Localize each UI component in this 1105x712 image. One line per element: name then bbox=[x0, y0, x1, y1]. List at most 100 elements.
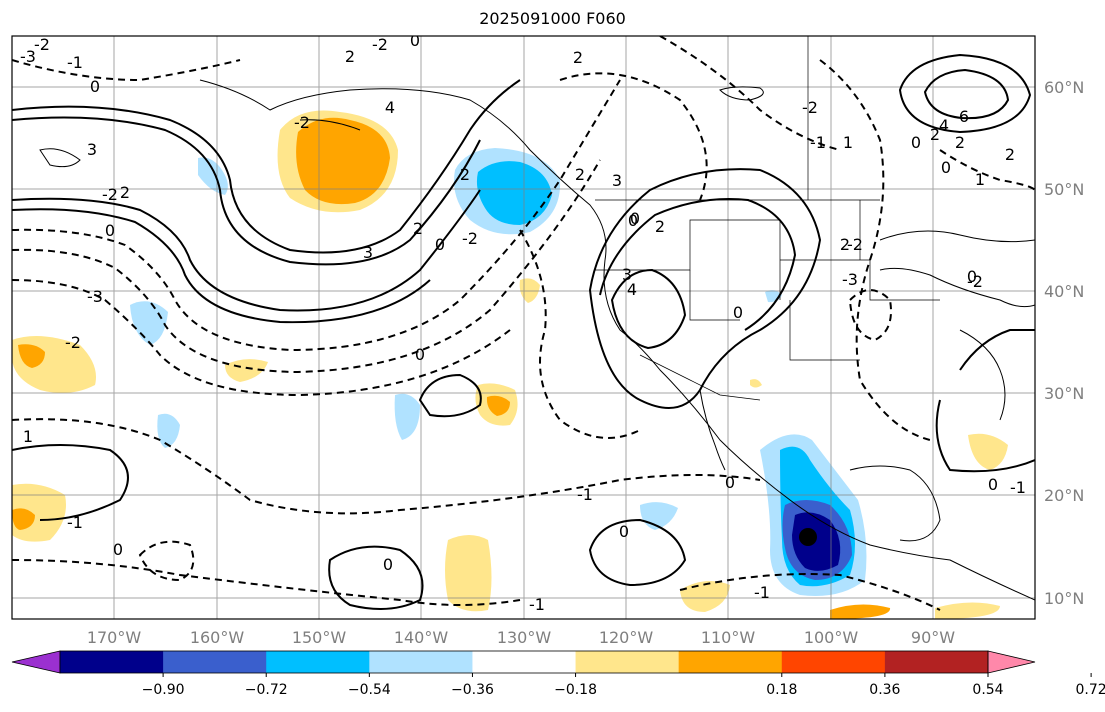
colorbar-tick-label: −0.54 bbox=[348, 682, 391, 698]
longitude-label: 150°W bbox=[292, 628, 347, 647]
latitude-label: 10°N bbox=[1044, 589, 1084, 608]
contour-label: 0 bbox=[105, 221, 115, 240]
latitude-labels: 60°N 50°N 40°N 30°N 20°N 10°N bbox=[1044, 78, 1084, 608]
contour-label: -1 bbox=[810, 133, 826, 152]
contour-label: 2 bbox=[413, 219, 423, 238]
longitude-label: 100°W bbox=[804, 628, 859, 647]
contour-label: 0 bbox=[415, 345, 425, 364]
latitude-label: 40°N bbox=[1044, 282, 1084, 301]
colorbar-tick-label: 0.18 bbox=[766, 682, 797, 698]
latitude-label: 60°N bbox=[1044, 78, 1084, 97]
longitude-label: 120°W bbox=[599, 628, 654, 647]
contour-label: -1 bbox=[1010, 478, 1026, 497]
contour-label: 0 bbox=[967, 267, 977, 286]
colorbar-segment bbox=[472, 651, 577, 673]
contour-label: 0 bbox=[733, 303, 743, 322]
colorbar-segment bbox=[884, 651, 989, 673]
contour-label: -2 bbox=[294, 113, 310, 132]
colorbar-tick-label: −0.90 bbox=[142, 682, 185, 698]
contour-label: 4 bbox=[627, 280, 637, 299]
colorbar-ticks: −0.90 −0.72 −0.54 −0.36 −0.18 0.18 0.36 0.54 0.7… bbox=[142, 673, 1105, 698]
shading-layer bbox=[12, 110, 1008, 619]
contour-label: 3 bbox=[363, 243, 373, 262]
contour-label: 2 bbox=[460, 165, 470, 184]
colorbar-segment bbox=[60, 651, 164, 673]
colorbar-segment bbox=[575, 651, 680, 673]
contour-label: 3 bbox=[87, 140, 97, 159]
contour-label: 1 bbox=[843, 133, 853, 152]
contour-label: 4 bbox=[939, 116, 949, 135]
colorbar-tick-label: −0.36 bbox=[451, 682, 494, 698]
colorbar-tick-label: 0.54 bbox=[972, 682, 1003, 698]
colorbar-tick-label: −0.18 bbox=[554, 682, 597, 698]
contour-label: 2 bbox=[1005, 145, 1015, 164]
contour-label: 0 bbox=[911, 133, 921, 152]
contour-label: -3 bbox=[20, 47, 36, 66]
contour-label: -2 bbox=[372, 35, 388, 54]
contours-negative bbox=[12, 36, 1035, 611]
longitude-label: 130°W bbox=[497, 628, 552, 647]
contour-label: 3 bbox=[622, 265, 632, 284]
contour-label: 2 bbox=[575, 165, 585, 184]
contour-label: -3 bbox=[87, 287, 103, 306]
graticule bbox=[12, 36, 1035, 619]
contour-label: -3 bbox=[842, 270, 858, 289]
contour-label: -2 bbox=[462, 229, 478, 248]
longitude-label: 90°W bbox=[911, 628, 955, 647]
contour-label: 2 bbox=[120, 183, 130, 202]
contour-label: 0 bbox=[90, 77, 100, 96]
contour-label: 2 bbox=[840, 235, 850, 254]
contour-label: 0 bbox=[619, 522, 629, 541]
contour-label: -2 bbox=[847, 235, 863, 254]
contour-label: 2 bbox=[655, 217, 665, 236]
coastlines bbox=[39, 79, 1035, 601]
colorbar-tick-label: 0.72 bbox=[1076, 682, 1105, 698]
contour-label: -1 bbox=[577, 485, 593, 504]
colorbar-tick-label: 0.36 bbox=[869, 682, 900, 698]
contour-label: 6 bbox=[959, 107, 969, 126]
colorbar bbox=[11, 650, 1036, 674]
colorbar-outline bbox=[59, 650, 989, 674]
latitude-label: 50°N bbox=[1044, 180, 1084, 199]
contour-label: -1 bbox=[67, 513, 83, 532]
colorbar-segment bbox=[266, 651, 370, 673]
contour-label: 0 bbox=[988, 475, 998, 494]
contour-label: 0 bbox=[113, 540, 123, 559]
longitude-label: 170°W bbox=[87, 628, 142, 647]
colorbar-segment bbox=[678, 651, 783, 673]
contour-label: -1 bbox=[529, 595, 545, 614]
contour-label: 0 bbox=[630, 209, 640, 228]
map-title: 2025091000 F060 bbox=[479, 9, 626, 28]
colorbar-segment bbox=[369, 651, 473, 673]
colorbar-tick-label: −0.72 bbox=[245, 682, 288, 698]
contour-label: 1 bbox=[975, 170, 985, 189]
contour-label: -2 bbox=[102, 185, 118, 204]
contour-label: 2 bbox=[930, 125, 940, 144]
contour-label: 2 bbox=[345, 47, 355, 66]
contour-label: 4 bbox=[385, 98, 395, 117]
contour-label: 0 bbox=[628, 211, 638, 230]
contour-label: 0 bbox=[725, 473, 735, 492]
contour-label: 1 bbox=[23, 427, 33, 446]
contour-label: 0 bbox=[941, 158, 951, 177]
contour-label: 2 bbox=[955, 133, 965, 152]
political-borders bbox=[595, 36, 940, 401]
colorbar-segment bbox=[163, 651, 267, 673]
contour-label: 0 bbox=[435, 235, 445, 254]
longitude-label: 140°W bbox=[394, 628, 449, 647]
contours-positive bbox=[12, 53, 1035, 610]
longitude-label: 110°W bbox=[701, 628, 756, 647]
contour-label: -2 bbox=[34, 35, 50, 54]
contour-label: 2 bbox=[573, 48, 583, 67]
contour-label: 3 bbox=[612, 171, 622, 190]
contour-label: 0 bbox=[383, 555, 393, 574]
contour-label: -1 bbox=[67, 53, 83, 72]
contour-label: -1 bbox=[754, 583, 770, 602]
map-frame bbox=[11, 35, 1036, 620]
latitude-label: 20°N bbox=[1044, 486, 1084, 505]
colorbar-extend-min bbox=[11, 650, 61, 674]
latitude-label: 30°N bbox=[1044, 384, 1084, 403]
